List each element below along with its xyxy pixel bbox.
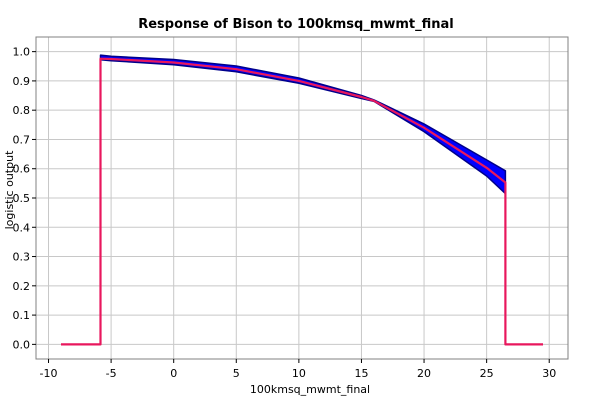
x-tick-label: 20 <box>417 367 431 380</box>
y-axis: 0.0 0.1 0.2 0.3 0.4 0.5 0.6 0.7 0.8 0.9 1.0 <box>13 46 36 351</box>
y-tick-label: 0.0 <box>13 338 31 351</box>
y-tick-label: 1.0 <box>13 46 31 59</box>
mean-response-line <box>61 57 543 346</box>
x-tick-label: 25 <box>480 367 494 380</box>
x-axis-title: 100kmsq_mwmt_final <box>250 383 370 396</box>
y-tick-label: 0.5 <box>13 192 31 205</box>
y-tick-label: 0.4 <box>13 221 31 234</box>
x-tick-label: -5 <box>106 367 117 380</box>
x-tick-label: 30 <box>542 367 556 380</box>
y-tick-label: 0.8 <box>13 104 31 117</box>
x-tick-label: 5 <box>233 367 240 380</box>
x-tick-label: -10 <box>40 367 58 380</box>
confidence-band <box>99 54 507 195</box>
y-tick-label: 0.3 <box>13 251 31 264</box>
x-axis: -10 -5 0 5 10 15 20 25 30 <box>40 359 556 380</box>
y-tick-label: 0.7 <box>13 133 31 146</box>
y-tick-label: 0.9 <box>13 75 31 88</box>
y-tick-label: 0.6 <box>13 163 31 176</box>
x-tick-label: 15 <box>354 367 368 380</box>
y-axis-title: logistic output <box>3 150 16 229</box>
y-tick-label: 0.2 <box>13 280 31 293</box>
x-tick-label: 10 <box>292 367 306 380</box>
x-tick-label: 0 <box>170 367 177 380</box>
y-tick-label: 0.1 <box>13 309 31 322</box>
chart-title: Response of Bison to 100kmsq_mwmt_final <box>138 17 454 32</box>
grid <box>36 37 568 359</box>
